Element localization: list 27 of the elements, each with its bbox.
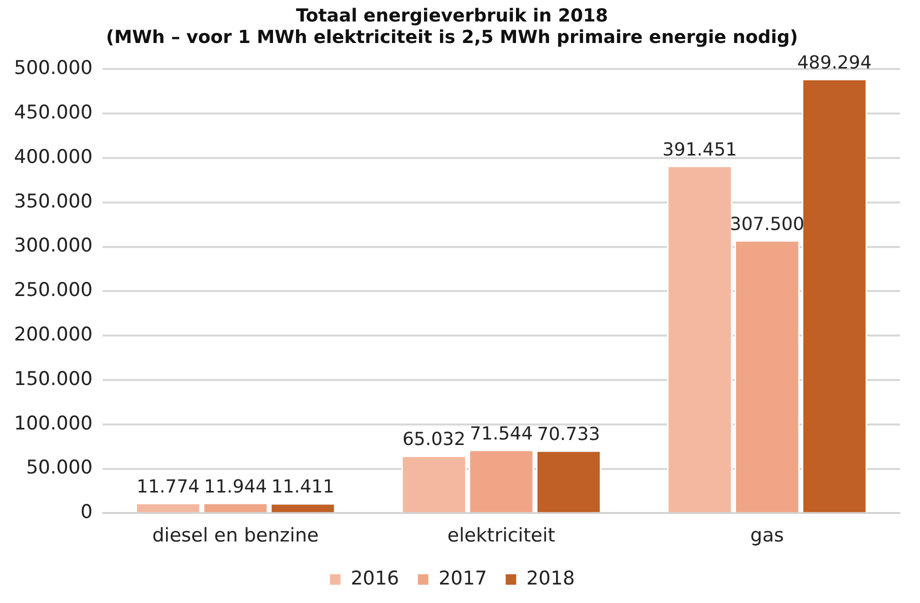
x-tick-label: gas xyxy=(750,524,784,547)
legend-label: 2018 xyxy=(526,567,575,590)
data-label: 70.733 xyxy=(537,424,600,446)
y-tick-label: 250.000 xyxy=(14,279,93,302)
legend-label: 2017 xyxy=(438,567,487,590)
data-label: 11.411 xyxy=(271,476,334,498)
legend-label: 2016 xyxy=(350,567,400,590)
y-tick-label: 300.000 xyxy=(14,234,93,257)
y-tick-label: 0 xyxy=(80,501,93,524)
y-tick-label: 400.000 xyxy=(14,146,93,168)
data-label: 71.544 xyxy=(470,423,533,444)
y-tick-label: 500.000 xyxy=(14,57,93,80)
data-label: 391.451 xyxy=(662,139,737,160)
y-tick-label: 450.000 xyxy=(14,102,93,124)
y-tick-label: 350.000 xyxy=(14,190,93,212)
y-tick-label: 200.000 xyxy=(14,324,93,346)
data-label: 489.294 xyxy=(797,52,872,74)
y-tick-label: 50.000 xyxy=(26,456,93,479)
data-label: 307.500 xyxy=(730,214,804,235)
y-tick-label: 150.000 xyxy=(14,368,93,390)
data-label: 11.774 xyxy=(136,476,200,498)
x-tick-label: diesel en benzine xyxy=(152,524,319,547)
chart-title: Totaal energieverbruik in 2018 (MWh – voor 1 MWh elektriciteit is 2,5 MWh primaire energie nodig) xyxy=(106,5,798,48)
data-label: 11.944 xyxy=(204,476,267,498)
data-label: 65.032 xyxy=(402,429,466,450)
y-tick-label: 100.000 xyxy=(14,412,93,434)
x-tick-label: elektriciteit xyxy=(447,524,556,547)
